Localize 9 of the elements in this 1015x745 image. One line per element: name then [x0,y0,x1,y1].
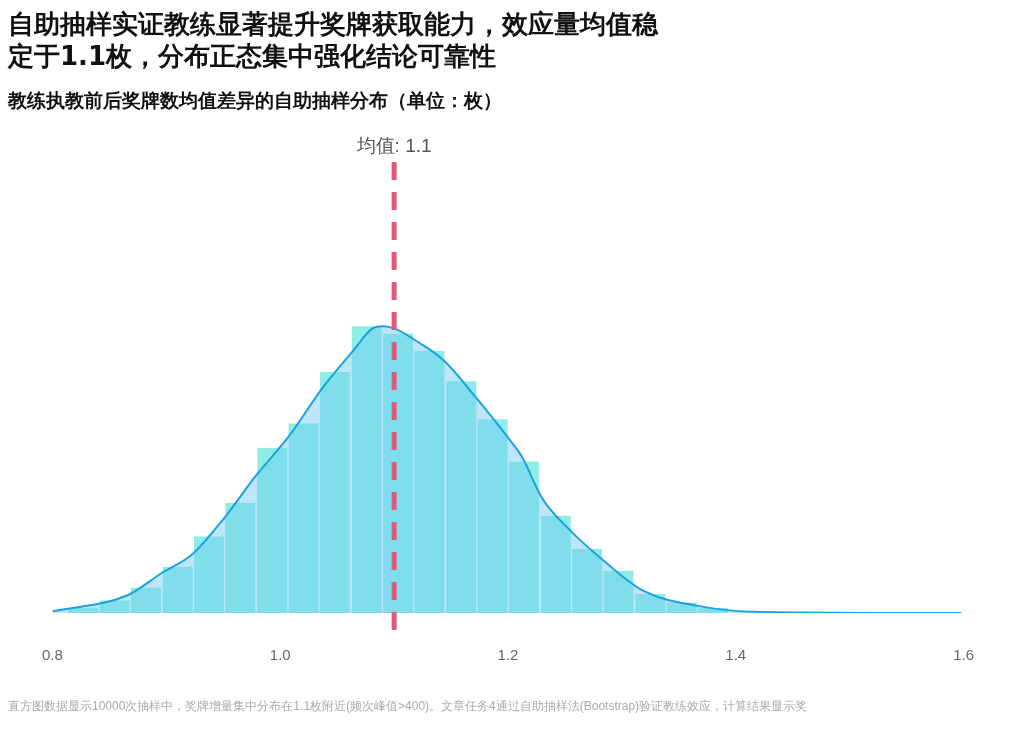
chart-subtitle: 教练执教前后奖牌数均值差异的自助抽样分布（单位：枚） [8,88,503,113]
chart-title: 自助抽样实证教练显著提升奖牌获取能力，效应量均值稳定于1.1枚，分布正态集中强化结论可靠性 [8,8,658,72]
x-tick-label: 1.6 [953,646,974,664]
text: 直方图数据显示10000次抽样中，奖牌增量集中分布在1.1枚附近(频次峰值>400)。文章任务4通过自助抽样法(Bootstrap)验证教练效应，计算结果显示奖 [8,699,809,713]
x-tick-label: 1.0 [269,646,291,664]
ref-line-label: 均值: 1.1 [355,134,432,156]
x-tick-label: 1.2 [497,646,519,664]
x-tick-label: 1.4 [725,646,747,664]
x-tick-label: 0.8 [42,646,63,664]
